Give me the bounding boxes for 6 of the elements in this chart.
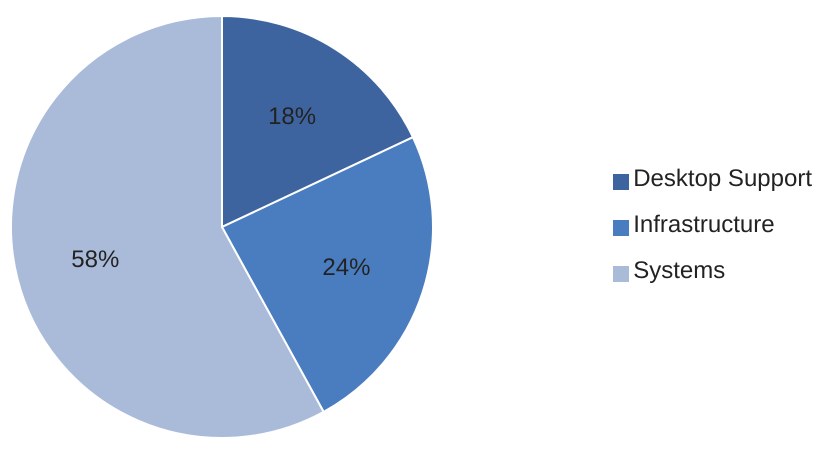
data-label: 18% [268, 103, 316, 130]
legend-label: Systems [633, 257, 726, 284]
legend-label: Infrastructure [633, 211, 775, 238]
data-label: 24% [322, 254, 370, 281]
data-label: 58% [71, 246, 120, 274]
legend-label: Desktop Support [633, 165, 812, 192]
